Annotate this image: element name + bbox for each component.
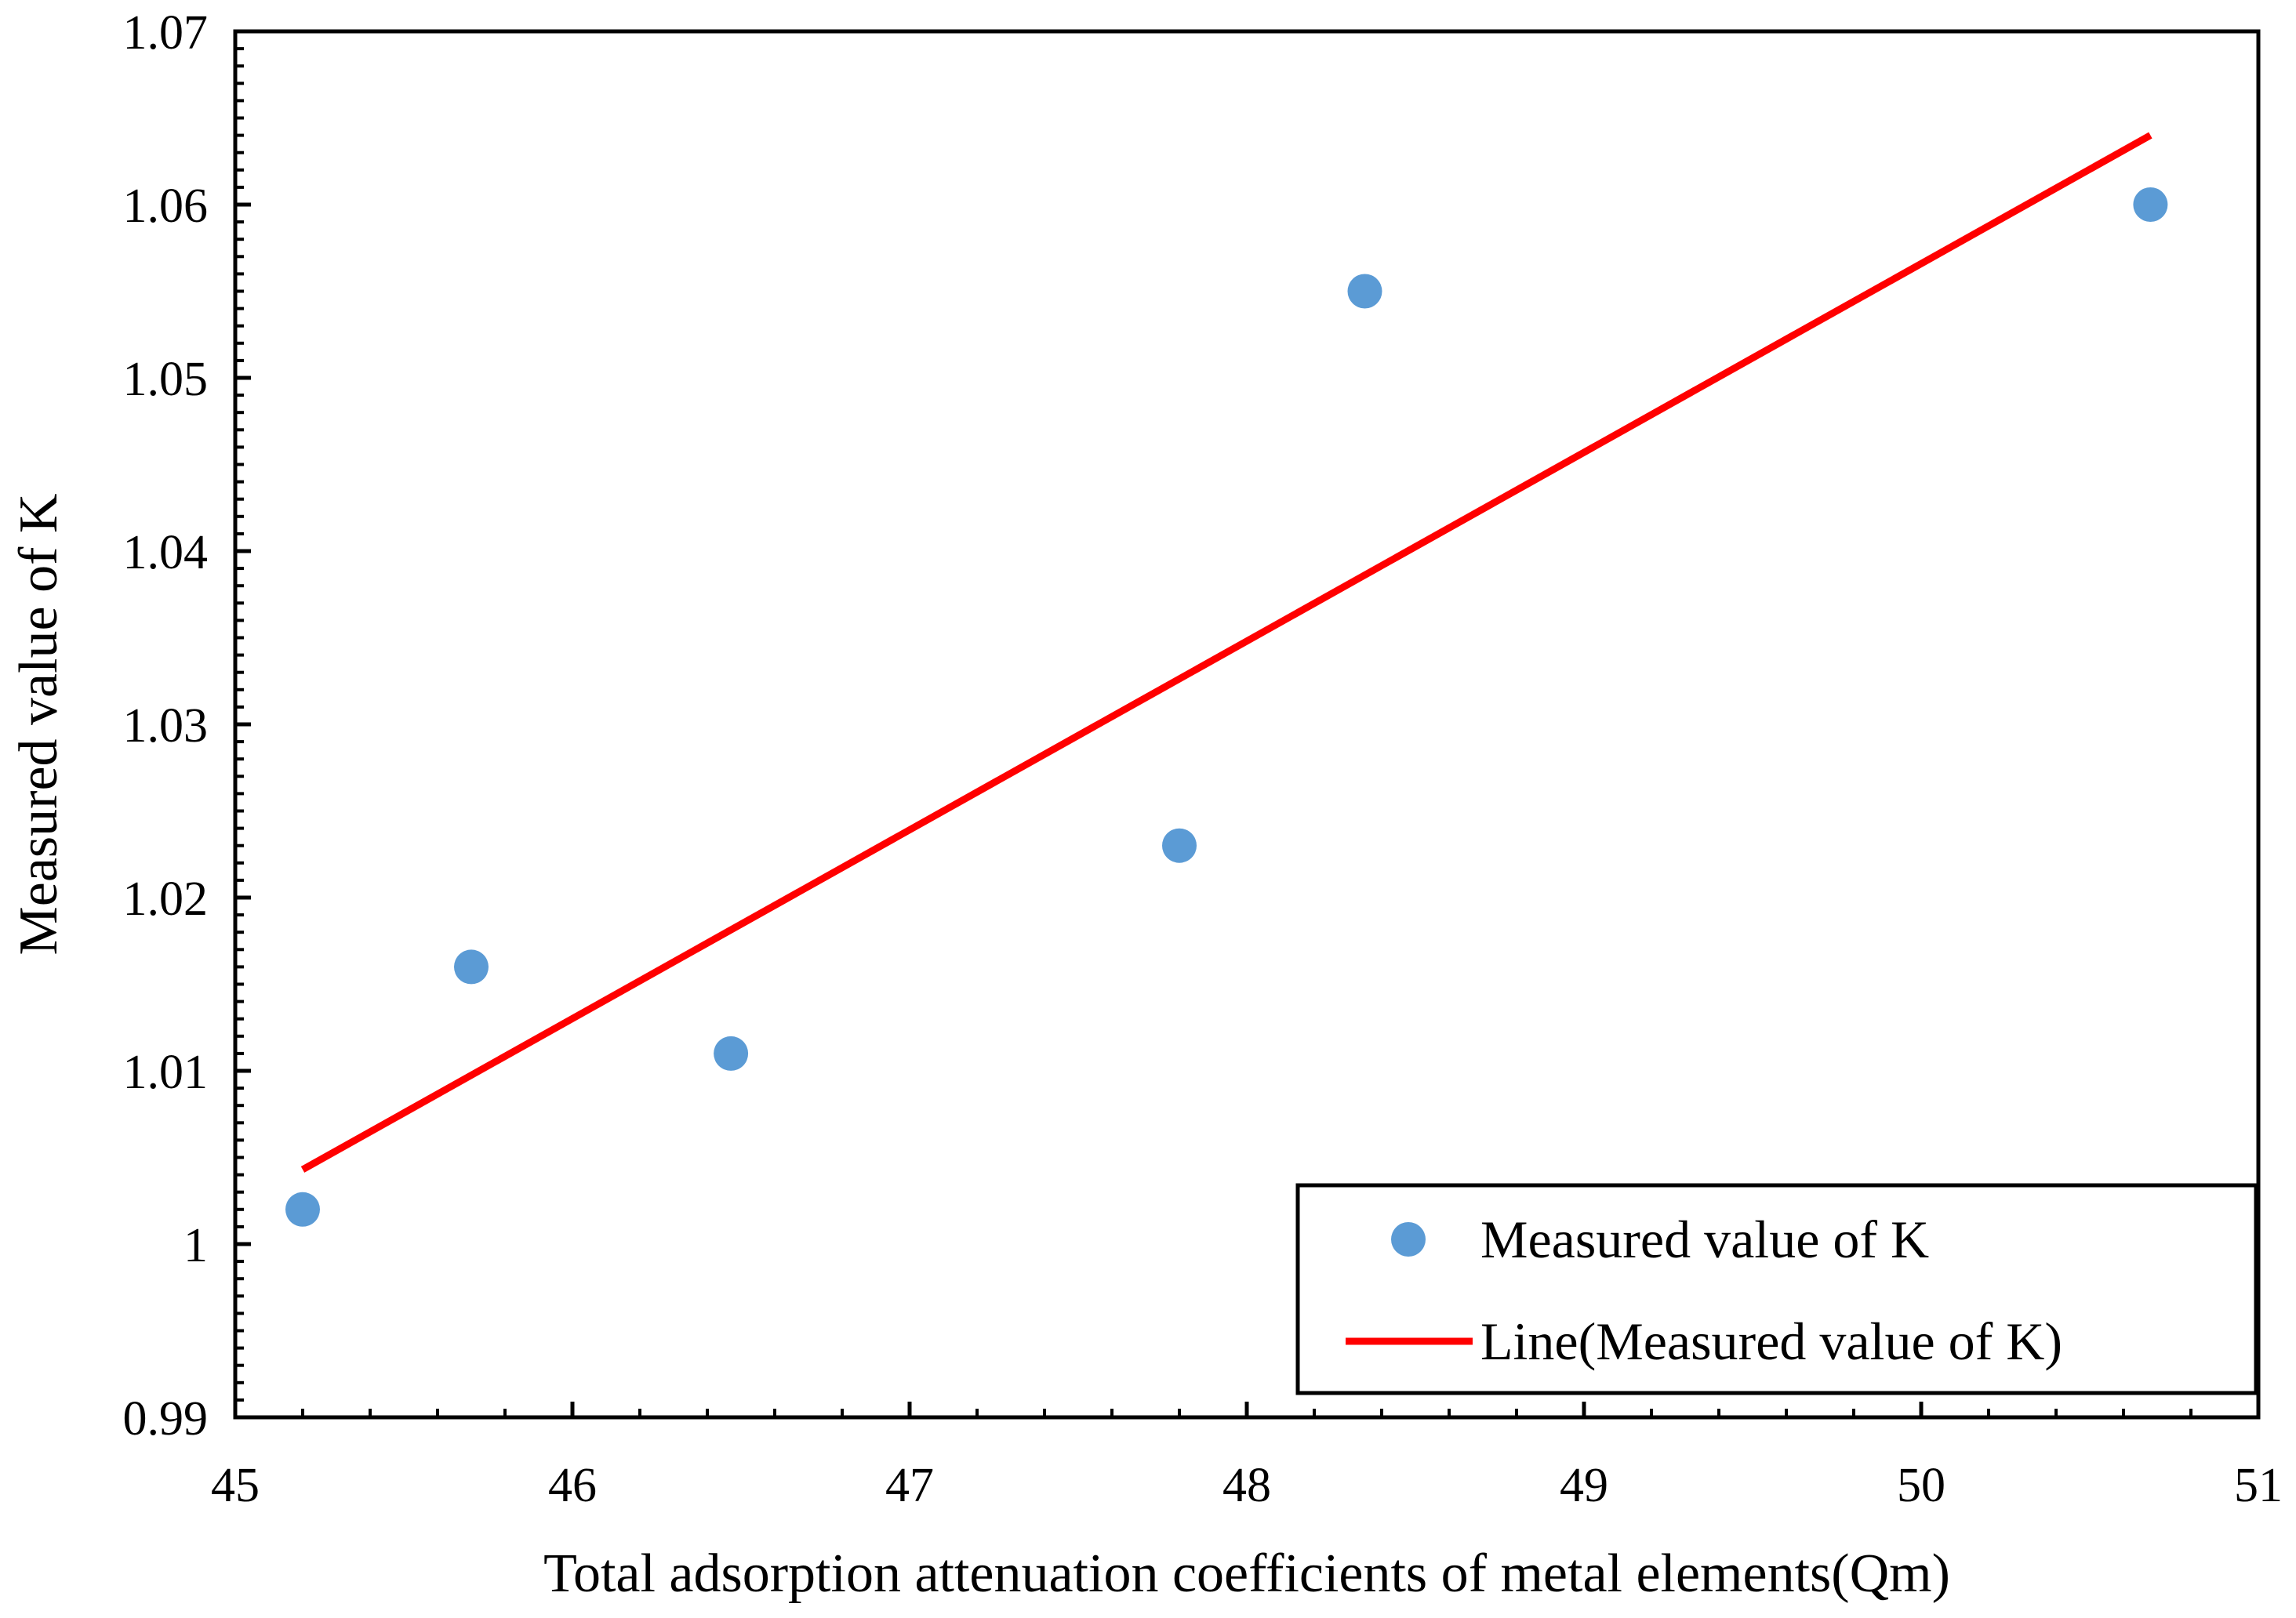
x-tick-labels: 45 46 47 48 49 50 51 — [211, 1459, 2283, 1512]
x-tick-label: 51 — [2234, 1459, 2283, 1512]
y-tick-label: 1.07 — [123, 6, 209, 60]
legend-label-scatter: Measured value of K — [1480, 1210, 1929, 1269]
y-tick-label: 1 — [183, 1219, 208, 1272]
x-tick-label: 48 — [1222, 1459, 1271, 1512]
data-point — [714, 1036, 749, 1071]
x-tick-label: 49 — [1560, 1459, 1608, 1512]
x-tick-label: 45 — [211, 1459, 260, 1512]
data-point — [454, 949, 489, 985]
y-tick-label: 0.99 — [123, 1392, 209, 1446]
x-tick-label: 50 — [1897, 1459, 1945, 1512]
legend: Measured value of K Line(Measured value … — [1295, 1183, 2258, 1395]
x-tick-label: 46 — [548, 1459, 597, 1512]
data-point — [1162, 828, 1197, 863]
y-tick-label: 1.01 — [123, 1046, 209, 1099]
data-point — [1347, 274, 1382, 309]
y-axis-title: Measured value of K — [9, 494, 69, 956]
trend-line — [300, 132, 2152, 1173]
legend-box — [1295, 1183, 2258, 1395]
x-tick-label: 47 — [885, 1459, 934, 1512]
legend-label-line: Line(Measured value of K) — [1480, 1311, 2062, 1371]
data-point — [2133, 187, 2168, 222]
plot-series — [285, 132, 2168, 1227]
y-tick-labels: 0.99 1 1.01 1.02 1.03 1.04 1.05 1.06 1.07 — [123, 6, 209, 1446]
plot-area-frame — [233, 29, 2261, 1420]
data-point — [285, 1192, 320, 1227]
y-tick-label: 1.02 — [123, 872, 209, 926]
y-tick-label: 1.06 — [123, 180, 209, 233]
y-tick-label: 1.04 — [123, 526, 209, 579]
legend-marker-scatter — [1391, 1222, 1426, 1257]
y-tick-label: 1.05 — [123, 353, 209, 406]
y-tick-label: 1.03 — [123, 699, 209, 753]
x-axis-title: Total adsorption attenuation coefficient… — [543, 1544, 1950, 1604]
